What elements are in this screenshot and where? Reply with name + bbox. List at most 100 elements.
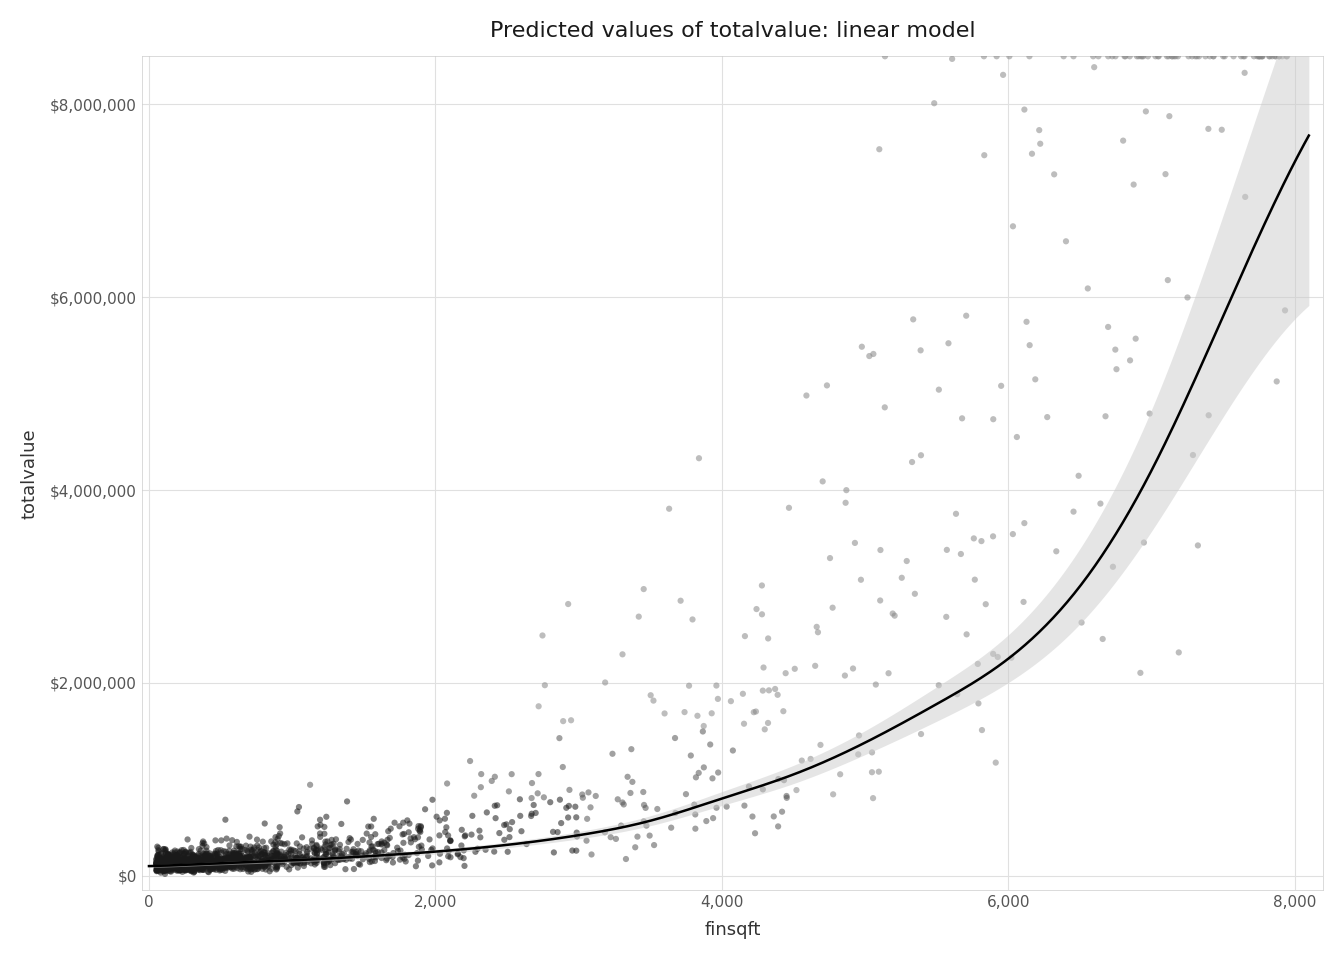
Point xyxy=(156,858,177,874)
Point xyxy=(181,864,203,879)
Point xyxy=(192,860,214,876)
Point xyxy=(153,860,175,876)
Point xyxy=(146,850,168,865)
Point xyxy=(146,853,168,869)
Point xyxy=(179,845,200,860)
Point xyxy=(188,852,210,867)
Point xyxy=(222,853,243,869)
Point xyxy=(204,832,226,848)
Point xyxy=(223,855,245,871)
Point xyxy=(271,836,293,852)
Point xyxy=(293,855,314,871)
Point xyxy=(309,817,331,832)
Point xyxy=(269,854,290,870)
Point xyxy=(528,699,550,714)
Point xyxy=(767,687,789,703)
Point xyxy=(223,851,245,866)
Point xyxy=(379,830,401,846)
Point xyxy=(371,836,392,852)
Point xyxy=(160,859,181,875)
Point xyxy=(321,832,343,848)
Point xyxy=(816,377,837,393)
Point xyxy=(267,831,289,847)
Point xyxy=(481,773,503,788)
Point xyxy=(187,854,208,870)
Point xyxy=(180,857,202,873)
Point xyxy=(337,834,359,850)
Point xyxy=(251,847,273,862)
Point xyxy=(155,847,176,862)
Point xyxy=(343,844,364,859)
Point xyxy=(152,858,173,874)
Point xyxy=(398,825,419,840)
Point xyxy=(226,834,247,850)
Point xyxy=(146,856,168,872)
Point xyxy=(398,848,419,863)
Point xyxy=(340,832,362,848)
Point xyxy=(155,860,176,876)
Point xyxy=(187,852,208,868)
Point xyxy=(1126,49,1148,64)
Point xyxy=(1165,49,1187,64)
Point xyxy=(161,856,183,872)
Point xyxy=(208,861,230,876)
Point xyxy=(210,852,231,868)
Point xyxy=(982,412,1004,427)
Point xyxy=(262,851,284,866)
Point xyxy=(146,854,168,870)
Point xyxy=(195,853,216,869)
Point xyxy=(261,852,282,867)
Point xyxy=(160,858,181,874)
Point xyxy=(203,859,224,875)
Point xyxy=(484,769,505,784)
Point xyxy=(167,858,188,874)
Point xyxy=(145,856,167,872)
Point xyxy=(220,854,242,870)
Point xyxy=(194,862,215,877)
Point xyxy=(1122,177,1144,192)
Point xyxy=(195,856,216,872)
Point xyxy=(202,853,223,869)
Point xyxy=(454,858,476,874)
Point xyxy=(185,852,207,868)
Point xyxy=(235,857,257,873)
Point xyxy=(153,861,175,876)
Point xyxy=(208,852,230,867)
Point xyxy=(247,857,269,873)
Point xyxy=(179,852,200,867)
Point xyxy=(165,856,187,872)
Point xyxy=(435,820,457,835)
Point xyxy=(247,861,269,876)
Point xyxy=(261,833,282,849)
Point xyxy=(211,854,233,870)
Point xyxy=(454,828,476,844)
Point xyxy=(249,858,270,874)
Point xyxy=(194,853,215,869)
Point xyxy=(1188,49,1210,64)
Point xyxy=(160,852,181,868)
Point xyxy=(187,859,208,875)
Point xyxy=(151,854,172,870)
Point xyxy=(212,859,234,875)
Point xyxy=(202,856,223,872)
Point xyxy=(271,854,293,870)
Point xyxy=(153,857,175,873)
Point xyxy=(258,850,280,865)
Point xyxy=(171,852,192,868)
Point xyxy=(184,855,206,871)
Point xyxy=(1157,49,1179,64)
Point xyxy=(146,862,168,877)
Point xyxy=(394,827,415,842)
X-axis label: finsqft: finsqft xyxy=(704,922,761,939)
Point xyxy=(153,852,175,867)
Point xyxy=(308,842,329,857)
Point xyxy=(216,858,238,874)
Point xyxy=(239,860,261,876)
Point xyxy=(208,852,230,868)
Point xyxy=(192,858,214,874)
Point xyxy=(380,821,402,836)
Point xyxy=(289,844,310,859)
Point xyxy=(191,862,212,877)
Point xyxy=(732,686,754,702)
Point xyxy=(223,852,245,868)
